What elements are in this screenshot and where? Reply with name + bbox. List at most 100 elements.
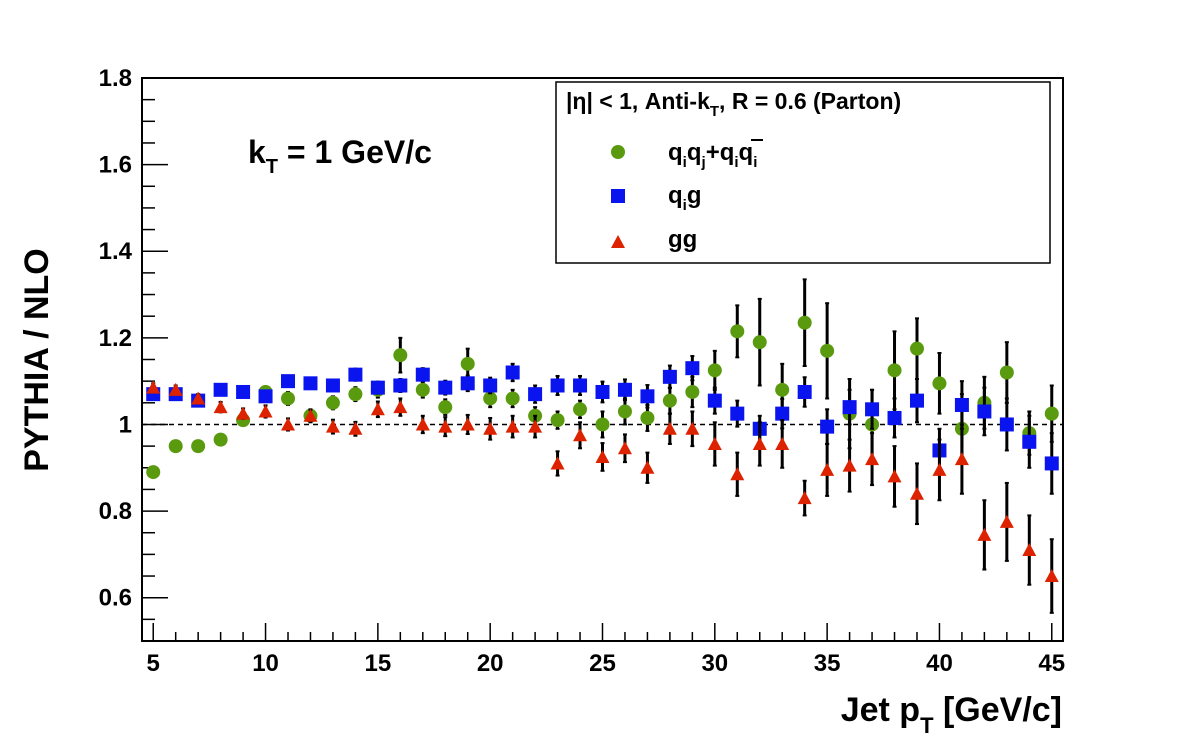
data-point-circle xyxy=(168,439,183,454)
data-point-circle xyxy=(393,348,408,363)
data-point-circle xyxy=(505,391,520,406)
data-point-square xyxy=(528,387,543,402)
data-point-square xyxy=(281,374,296,389)
y-tick-label: 1.4 xyxy=(99,238,133,265)
legend-marker-gg xyxy=(611,235,625,248)
y-tick-label: 1.2 xyxy=(99,325,132,352)
data-point-circle xyxy=(281,391,296,406)
y-tick-label: 1.8 xyxy=(99,65,132,92)
data-point-triangle xyxy=(213,400,228,414)
data-point-circle xyxy=(707,363,722,378)
y-axis-title: PYTHIA / NLO xyxy=(18,248,56,472)
data-point-square xyxy=(393,378,408,393)
data-point-triangle xyxy=(393,400,408,414)
data-point-circle xyxy=(640,410,655,425)
data-point-triangle xyxy=(236,406,251,420)
data-point-triangle xyxy=(483,421,498,435)
data-point-circle xyxy=(191,439,206,454)
x-tick-label: 30 xyxy=(701,650,728,677)
data-point-triangle xyxy=(146,380,161,394)
data-point-square xyxy=(730,406,745,421)
data-point-triangle xyxy=(752,436,767,450)
data-point-triangle xyxy=(640,460,655,474)
data-point-square xyxy=(775,406,790,421)
kt-annotation-tail: = 1 GeV/c xyxy=(278,134,432,170)
data-point-square xyxy=(303,376,318,391)
legend: |η| < 1, Anti-kT, R = 0.6 (Parton) qiqj+… xyxy=(555,81,1051,264)
data-point-triangle xyxy=(438,419,453,433)
data-point-square xyxy=(820,419,835,434)
data-point-triangle xyxy=(909,486,924,500)
data-point-circle xyxy=(483,391,498,406)
x-tick-label: 45 xyxy=(1038,650,1065,677)
x-tick-label: 35 xyxy=(814,650,841,677)
data-point-circle xyxy=(999,365,1014,380)
data-point-square xyxy=(213,382,228,397)
data-point-circle xyxy=(146,465,161,480)
data-point-square xyxy=(707,393,722,408)
data-point-triangle xyxy=(281,417,296,431)
data-point-square xyxy=(662,369,677,384)
legend-label-gg: gg xyxy=(668,226,697,253)
legend-box xyxy=(555,81,1051,264)
axes: 0.6 0.8 1 1.2 1.4 1.6 1.8 5 10 15 20 25 30 35 40 45 xyxy=(99,65,1065,677)
data-point-circle xyxy=(775,382,790,397)
x-axis-title-sub: T xyxy=(920,713,934,738)
x-tick-label: 25 xyxy=(589,650,616,677)
data-point-triangle xyxy=(999,514,1014,528)
x-tick-label: 5 xyxy=(147,650,160,677)
data-point-square xyxy=(438,380,453,395)
data-point-triangle xyxy=(730,467,745,481)
data-point-square xyxy=(842,400,857,415)
legend-marker-qg xyxy=(611,189,625,203)
data-point-triangle xyxy=(348,421,363,435)
data-point-triangle xyxy=(303,408,318,422)
series-triangle xyxy=(146,380,1059,614)
data-point-triangle xyxy=(707,436,722,450)
data-point-square xyxy=(258,389,273,404)
data-point-triangle xyxy=(1022,543,1037,557)
y-tick-label: 1.6 xyxy=(99,152,132,179)
data-point-triangle xyxy=(573,428,588,442)
x-tick-label: 15 xyxy=(365,650,392,677)
data-point-circle xyxy=(909,341,924,356)
data-point-circle xyxy=(932,376,947,391)
kt-annotation-main: k xyxy=(248,134,266,170)
data-point-square xyxy=(550,378,565,393)
y-tick-label: 1 xyxy=(119,411,132,438)
y-tick-label: 0.8 xyxy=(99,498,132,525)
data-point-triangle xyxy=(168,382,183,396)
data-point-triangle xyxy=(775,436,790,450)
data-point-circle xyxy=(348,387,363,402)
x-axis-title: Jet pT [GeV/c] xyxy=(841,691,1062,738)
data-point-circle xyxy=(617,404,632,419)
data-point-triangle xyxy=(685,421,700,435)
data-point-square xyxy=(325,378,340,393)
data-point-square xyxy=(1044,456,1059,471)
data-point-triangle xyxy=(932,462,947,476)
data-point-triangle xyxy=(325,419,340,433)
data-point-triangle xyxy=(460,417,475,431)
data-point-triangle xyxy=(617,441,632,455)
legend-label-qq: qiqj+qiqi xyxy=(668,139,757,171)
data-point-square xyxy=(505,365,520,380)
legend-header-part1: |η| < 1, Anti-k xyxy=(566,88,710,114)
data-point-square xyxy=(617,382,632,397)
data-point-triangle xyxy=(505,419,520,433)
data-point-circle xyxy=(1044,406,1059,421)
x-axis-title-main: Jet p xyxy=(841,691,920,729)
data-point-circle xyxy=(797,315,812,330)
data-point-triangle xyxy=(258,404,273,418)
x-axis-title-tail: [GeV/c] xyxy=(934,691,1062,729)
data-point-square xyxy=(797,384,812,399)
data-point-square xyxy=(865,402,880,417)
data-point-square xyxy=(595,384,610,399)
data-point-square xyxy=(370,380,385,395)
legend-header-sub: T xyxy=(710,103,719,120)
legend-header-part2: , R = 0.6 (Parton) xyxy=(719,88,901,114)
data-point-triangle xyxy=(191,391,206,405)
data-point-circle xyxy=(820,343,835,358)
data-point-circle xyxy=(325,395,340,410)
x-tick-label: 40 xyxy=(926,650,953,677)
